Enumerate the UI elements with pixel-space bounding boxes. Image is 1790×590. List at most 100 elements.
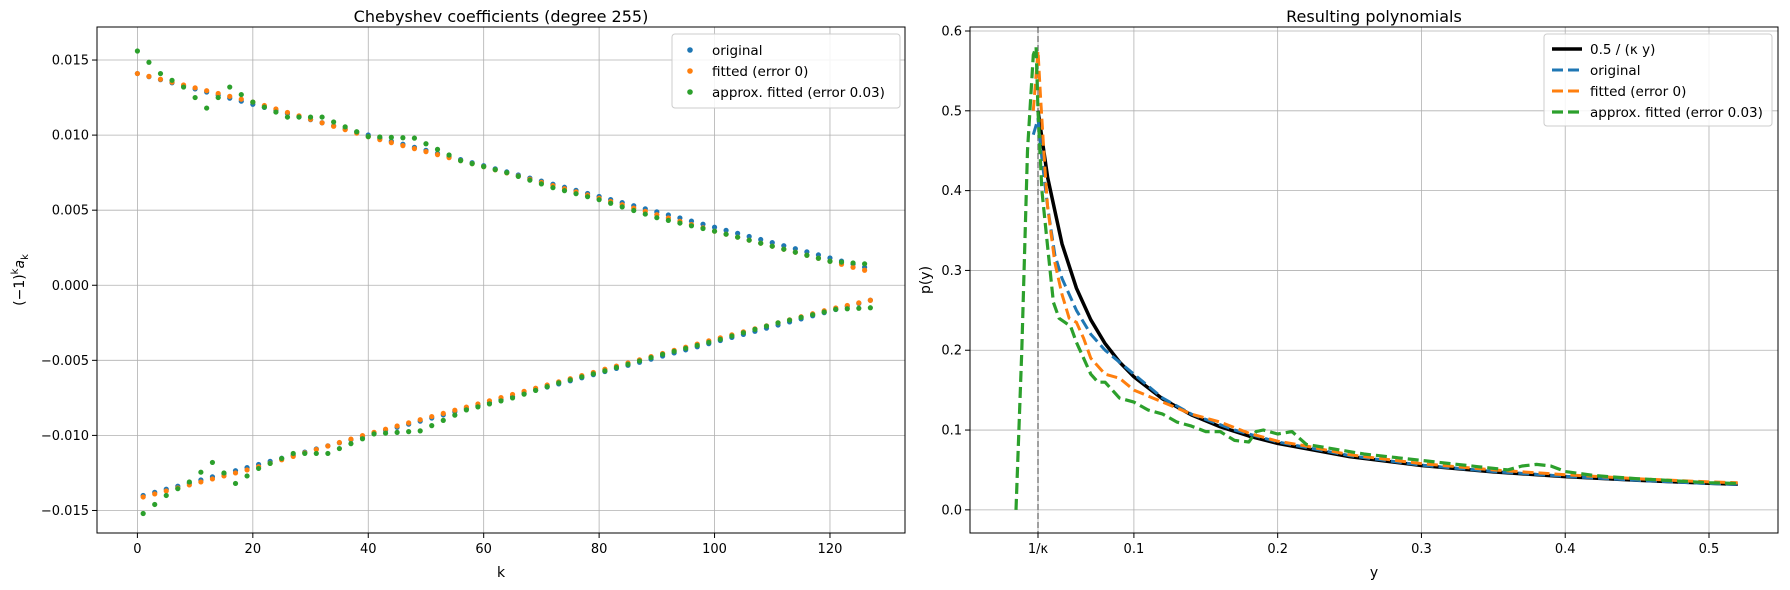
left-y-tick-label: 0.010 bbox=[52, 129, 89, 144]
series-3-point bbox=[463, 407, 469, 413]
series-2-point bbox=[198, 479, 204, 485]
series-3-point bbox=[538, 181, 545, 187]
series-3-point bbox=[671, 348, 677, 354]
right-y-tick-label: 0.2 bbox=[941, 344, 962, 359]
series-3-point bbox=[636, 358, 643, 364]
series-3-point bbox=[533, 387, 539, 393]
series-3-point bbox=[215, 94, 221, 101]
series-3-point bbox=[827, 258, 833, 264]
series-3-point bbox=[723, 231, 729, 237]
series-3-point bbox=[209, 459, 216, 466]
right-x-tick-label: 0.2 bbox=[1267, 542, 1288, 557]
series-1-point bbox=[769, 240, 775, 246]
series-3-point bbox=[810, 312, 816, 318]
series-3-point bbox=[371, 431, 377, 437]
series-3-point bbox=[250, 99, 256, 105]
series-2-point bbox=[406, 420, 412, 426]
series-2-point bbox=[238, 96, 244, 102]
series-3-point bbox=[186, 479, 192, 485]
series-3-point bbox=[683, 345, 689, 351]
series-3-point bbox=[411, 135, 418, 141]
series-3-point bbox=[279, 455, 285, 462]
series-2-point bbox=[417, 417, 423, 423]
left-legend-label: original bbox=[712, 43, 762, 59]
left-legend-marker bbox=[687, 68, 693, 74]
series-3-point bbox=[544, 384, 550, 390]
series-3-point bbox=[388, 134, 394, 140]
series-3-point bbox=[758, 240, 764, 246]
series-2-point bbox=[423, 149, 429, 155]
series-3-point bbox=[227, 84, 233, 90]
series-3-point bbox=[365, 134, 371, 140]
series-3-point bbox=[446, 152, 452, 158]
left-x-tick-label: 120 bbox=[818, 542, 843, 557]
series-3-point bbox=[394, 429, 400, 436]
series-3-point bbox=[152, 501, 158, 508]
right-legend: 0.5 / (κ y) original fitted (error 0) appro… bbox=[1543, 33, 1773, 127]
series-3-point bbox=[821, 309, 827, 315]
series-3-point bbox=[417, 428, 423, 434]
resulting-polynomials-chart: 1/κ 0.1 0.2 0.3 0.4 0.50.00.10.20.30.40.50.6 … bbox=[918, 7, 1779, 581]
left-x-tick-label: 80 bbox=[591, 542, 608, 557]
series-3-point bbox=[775, 320, 781, 326]
series-2-point bbox=[434, 152, 441, 158]
series-3-point bbox=[204, 105, 210, 111]
series-1-point bbox=[758, 236, 764, 243]
series-3-point bbox=[198, 469, 204, 475]
series-3-point bbox=[619, 204, 625, 210]
series-3-point bbox=[452, 412, 458, 418]
series-3-point bbox=[608, 200, 614, 206]
series-3-point bbox=[475, 404, 481, 410]
series-3-point bbox=[481, 164, 487, 170]
series-3-point bbox=[504, 170, 510, 176]
series-2-point bbox=[232, 470, 239, 476]
series-1-point bbox=[735, 230, 741, 236]
series-2-point bbox=[192, 85, 198, 91]
series-3-point bbox=[798, 314, 804, 320]
series-3-point bbox=[377, 134, 383, 140]
series-3-point bbox=[862, 261, 868, 267]
series-3-point bbox=[469, 161, 475, 167]
right-y-tick-label: 0.3 bbox=[941, 264, 962, 279]
left-x-tick-label: 20 bbox=[245, 542, 262, 557]
series-3-point bbox=[521, 391, 527, 397]
left-chart-title: Chebyshev coefficients (degree 255) bbox=[354, 7, 649, 26]
series-3-point bbox=[296, 114, 302, 120]
series-1-point bbox=[711, 224, 718, 230]
series-3-point bbox=[735, 234, 741, 240]
series-3-point bbox=[700, 225, 706, 232]
series-3-point bbox=[815, 255, 822, 261]
series-3-point bbox=[175, 486, 181, 492]
series-2-point bbox=[152, 491, 158, 497]
series-1-point bbox=[723, 227, 729, 233]
series-3-point bbox=[631, 207, 637, 214]
right-plot-frame bbox=[969, 26, 1779, 534]
series-3-point bbox=[556, 380, 562, 386]
series-2-point bbox=[134, 70, 140, 77]
series-3-point bbox=[284, 114, 291, 120]
right-x-axis-label: y bbox=[1370, 565, 1378, 581]
series-3-point bbox=[694, 342, 700, 348]
series-3-point bbox=[786, 317, 793, 323]
series-3-point bbox=[354, 129, 360, 135]
series-3-point bbox=[642, 211, 648, 217]
series-2-point bbox=[227, 93, 233, 99]
series-3-point bbox=[238, 91, 244, 98]
left-legend: original fitted (error 0) approx. fitted (… bbox=[671, 33, 901, 109]
series-3-point bbox=[850, 260, 856, 266]
right-x-tick-label: 0.1 bbox=[1124, 542, 1145, 557]
series-3-point bbox=[590, 371, 596, 377]
left-y-tick-label: −0.010 bbox=[41, 429, 89, 444]
series-3-point bbox=[359, 436, 366, 442]
left-y-tick-label: −0.015 bbox=[41, 504, 89, 519]
left-data-points bbox=[134, 48, 873, 517]
series-2-point bbox=[336, 439, 342, 446]
left-legend-marker bbox=[687, 89, 693, 95]
curve-fitted bbox=[1031, 49, 1738, 485]
series-3-point bbox=[146, 59, 152, 65]
series-3-point bbox=[567, 377, 573, 383]
series-3-point bbox=[423, 141, 429, 147]
series-2-point bbox=[244, 467, 250, 473]
series-3-point bbox=[740, 330, 747, 336]
